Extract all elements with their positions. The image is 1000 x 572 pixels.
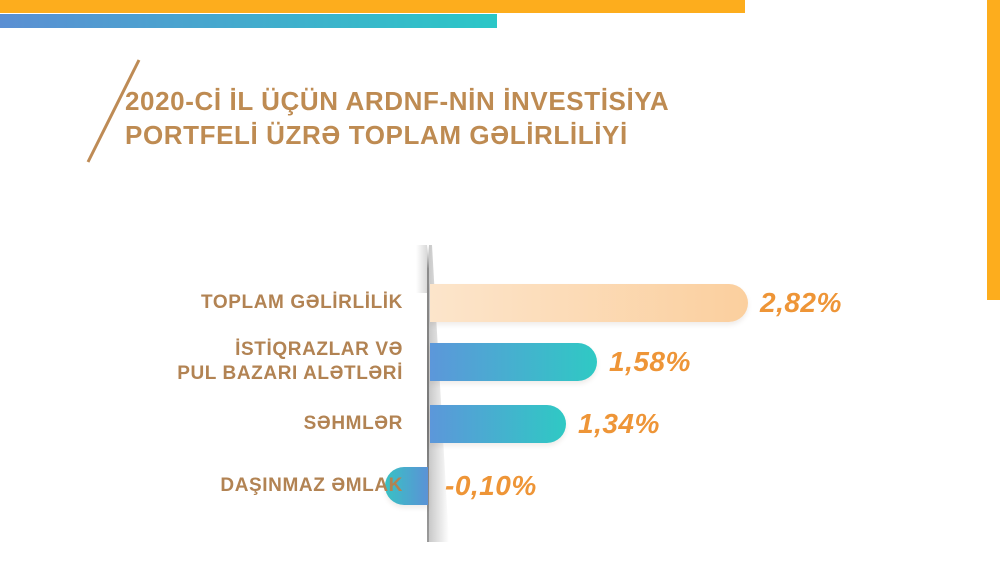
value-label: 2,82% [760, 287, 842, 318]
title-line-2: PORTFELİ ÜZRƏ TOPLAM GƏLİRLİLİYİ [125, 120, 628, 150]
title-line-1: 2020-Cİ İL ÜÇÜN ARDNF-NİN İNVESTİSİYA [125, 86, 670, 116]
top-gradient-strip [0, 14, 497, 28]
category-label-line: TOPLAM GƏLİRLİLİK [200, 292, 403, 313]
value-label: -0,10% [445, 470, 537, 501]
top-orange-strip [0, 0, 745, 13]
category-label-line: PUL BAZARI ALƏTLƏRİ [177, 363, 403, 384]
page-title: 2020-Cİ İL ÜÇÜN ARDNF-NİN İNVESTİSİYA PO… [125, 84, 669, 152]
right-orange-strip [987, 0, 1000, 300]
category-label: DAŞINMAZ ƏMLAK [220, 474, 403, 498]
category-label: İSTİQRAZLAR VƏ PUL BAZARI ALƏTLƏRİ [177, 338, 403, 386]
value-label: 1,58% [609, 346, 691, 377]
axis-baseline [427, 245, 429, 542]
bar-negative [385, 467, 428, 505]
bar-positive [430, 284, 748, 322]
category-label: SƏHMLƏR [304, 412, 403, 436]
category-label-line: SƏHMLƏR [303, 413, 403, 434]
value-label: 1,34% [578, 408, 660, 439]
category-label: TOPLAM GƏLİRLİLİK [201, 291, 403, 315]
category-label-line: DAŞINMAZ ƏMLAK [220, 475, 403, 496]
category-label-line: İSTİQRAZLAR VƏ [235, 339, 403, 360]
title-slash-line [84, 58, 144, 164]
bar-positive [430, 405, 566, 443]
axis-shadow-top [416, 245, 427, 293]
bar-positive [430, 343, 597, 381]
